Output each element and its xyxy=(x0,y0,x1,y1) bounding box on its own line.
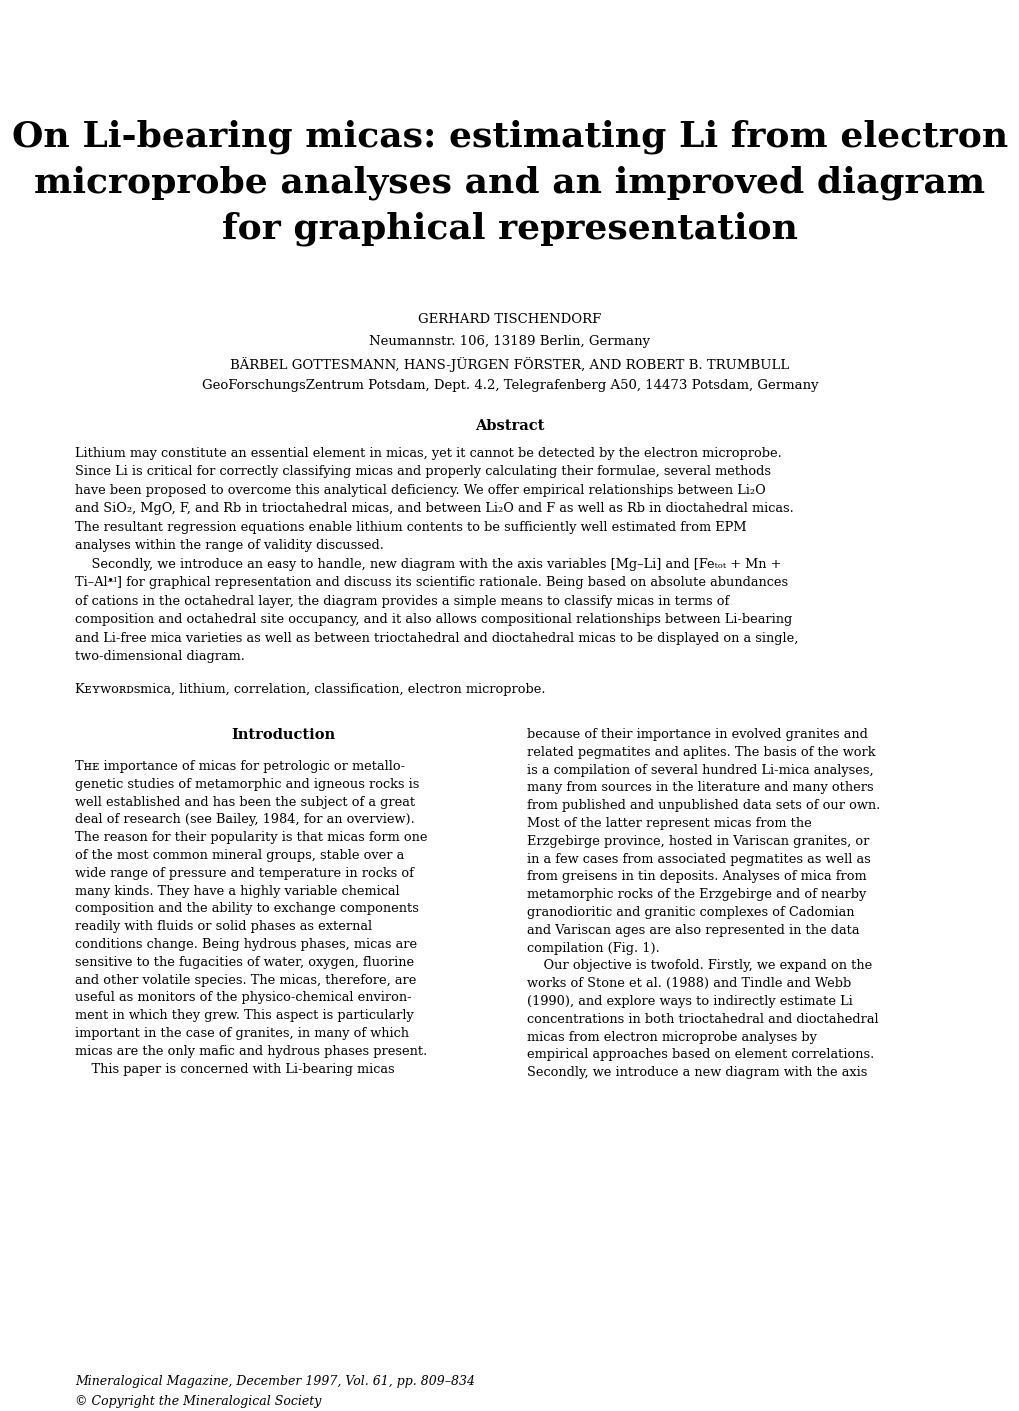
Text: micas are the only mafic and hydrous phases present.: micas are the only mafic and hydrous pha… xyxy=(75,1044,427,1058)
Text: mica, lithium, correlation, classification, electron microprobe.: mica, lithium, correlation, classificati… xyxy=(140,683,545,696)
Text: Secondly, we introduce an easy to handle, new diagram with the axis variables [M: Secondly, we introduce an easy to handle… xyxy=(75,557,781,571)
Text: empirical approaches based on element correlations.: empirical approaches based on element co… xyxy=(527,1048,874,1061)
Text: of cations in the octahedral layer, the diagram provides a simple means to class: of cations in the octahedral layer, the … xyxy=(75,595,729,608)
Text: metamorphic rocks of the Erzgebirge and of nearby: metamorphic rocks of the Erzgebirge and … xyxy=(527,888,866,902)
Text: Tʜᴇ importance of micas for petrologic or metallo-: Tʜᴇ importance of micas for petrologic o… xyxy=(75,761,405,773)
Text: composition and the ability to exchange components: composition and the ability to exchange … xyxy=(75,903,419,916)
Text: from published and unpublished data sets of our own.: from published and unpublished data sets… xyxy=(527,799,879,813)
Text: important in the case of granites, in many of which: important in the case of granites, in ma… xyxy=(75,1027,409,1040)
Text: Since Li is critical for correctly classifying micas and properly calculating th: Since Li is critical for correctly class… xyxy=(75,466,770,478)
Text: wide range of pressure and temperature in rocks of: wide range of pressure and temperature i… xyxy=(75,866,414,880)
Text: related pegmatites and aplites. The basis of the work: related pegmatites and aplites. The basi… xyxy=(527,746,875,759)
Text: micas from electron microprobe analyses by: micas from electron microprobe analyses … xyxy=(527,1030,816,1044)
Text: and Variscan ages are also represented in the data: and Variscan ages are also represented i… xyxy=(527,924,859,937)
Text: analyses within the range of validity discussed.: analyses within the range of validity di… xyxy=(75,539,383,553)
Text: microprobe analyses and an improved diagram: microprobe analyses and an improved diag… xyxy=(35,166,984,200)
Text: for graphical representation: for graphical representation xyxy=(222,212,797,247)
Text: useful as monitors of the physico-chemical environ-: useful as monitors of the physico-chemic… xyxy=(75,992,412,1005)
Text: GERHARD TISCHENDORF: GERHARD TISCHENDORF xyxy=(418,313,601,326)
Text: compilation (Fig. 1).: compilation (Fig. 1). xyxy=(527,941,659,955)
Text: and other volatile species. The micas, therefore, are: and other volatile species. The micas, t… xyxy=(75,974,416,986)
Text: The reason for their popularity is that micas form one: The reason for their popularity is that … xyxy=(75,831,427,844)
Text: concentrations in both trioctahedral and dioctahedral: concentrations in both trioctahedral and… xyxy=(527,1013,878,1026)
Text: is a compilation of several hundred Li-mica analyses,: is a compilation of several hundred Li-m… xyxy=(527,763,873,776)
Text: The resultant regression equations enable lithium contents to be sufficiently we: The resultant regression equations enabl… xyxy=(75,521,746,533)
Text: Our objective is twofold. Firstly, we expand on the: Our objective is twofold. Firstly, we ex… xyxy=(527,959,872,972)
Text: ment in which they grew. This aspect is particularly: ment in which they grew. This aspect is … xyxy=(75,1009,414,1022)
Text: Mineralogical Magazine, December 1997, Vol. 61, pp. 809–834: Mineralogical Magazine, December 1997, V… xyxy=(75,1374,475,1388)
Text: two-dimensional diagram.: two-dimensional diagram. xyxy=(75,650,245,663)
Text: and SiO₂, MgO, F, and Rb in trioctahedral micas, and between Li₂O and F as well : and SiO₂, MgO, F, and Rb in trioctahedra… xyxy=(75,502,793,515)
Text: Ti–Alᵜᴵ] for graphical representation and discuss its scientific rationale. Bein: Ti–Alᵜᴵ] for graphical representation an… xyxy=(75,577,788,590)
Text: from greisens in tin deposits. Analyses of mica from: from greisens in tin deposits. Analyses … xyxy=(527,871,866,883)
Text: BÄRBEL GOTTESMANN, HANS-JÜRGEN FÖRSTER, AND ROBERT B. TRUMBULL: BÄRBEL GOTTESMANN, HANS-JÜRGEN FÖRSTER, … xyxy=(230,357,789,373)
Text: Introduction: Introduction xyxy=(231,728,335,742)
Text: readily with fluids or solid phases as external: readily with fluids or solid phases as e… xyxy=(75,920,372,933)
Text: genetic studies of metamorphic and igneous rocks is: genetic studies of metamorphic and igneo… xyxy=(75,777,419,790)
Text: Lithium may constitute an essential element in micas, yet it cannot be detected : Lithium may constitute an essential elem… xyxy=(75,447,781,460)
Text: GeoForschungsZentrum Potsdam, Dept. 4.2, Telegrafenberg A50, 14473 Potsdam, Germ: GeoForschungsZentrum Potsdam, Dept. 4.2,… xyxy=(202,380,817,392)
Text: have been proposed to overcome this analytical deficiency. We offer empirical re: have been proposed to overcome this anal… xyxy=(75,484,765,497)
Text: Most of the latter represent micas from the: Most of the latter represent micas from … xyxy=(527,817,811,830)
Text: and Li-free mica varieties as well as between trioctahedral and dioctahedral mic: and Li-free mica varieties as well as be… xyxy=(75,632,798,645)
Text: © Copyright the Mineralogical Society: © Copyright the Mineralogical Society xyxy=(75,1395,321,1408)
Text: sensitive to the fugacities of water, oxygen, fluorine: sensitive to the fugacities of water, ox… xyxy=(75,955,414,969)
Text: deal of research (see Bailey, 1984, for an overview).: deal of research (see Bailey, 1984, for … xyxy=(75,813,415,827)
Text: many from sources in the literature and many others: many from sources in the literature and … xyxy=(527,782,873,794)
Text: Neumannstr. 106, 13189 Berlin, Germany: Neumannstr. 106, 13189 Berlin, Germany xyxy=(369,334,650,349)
Text: Secondly, we introduce a new diagram with the axis: Secondly, we introduce a new diagram wit… xyxy=(527,1067,867,1079)
Text: Abstract: Abstract xyxy=(475,419,544,433)
Text: granodioritic and granitic complexes of Cadomian: granodioritic and granitic complexes of … xyxy=(527,906,854,919)
Text: conditions change. Being hydrous phases, micas are: conditions change. Being hydrous phases,… xyxy=(75,938,417,951)
Text: Erzgebirge province, hosted in Variscan granites, or: Erzgebirge province, hosted in Variscan … xyxy=(527,835,869,848)
Text: in a few cases from associated pegmatites as well as: in a few cases from associated pegmatite… xyxy=(527,852,870,865)
Text: because of their importance in evolved granites and: because of their importance in evolved g… xyxy=(527,728,867,741)
Text: well established and has been the subject of a great: well established and has been the subjec… xyxy=(75,796,415,809)
Text: works of Stone et al. (1988) and Tindle and Webb: works of Stone et al. (1988) and Tindle … xyxy=(527,978,851,991)
Text: composition and octahedral site occupancy, and it also allows compositional rela: composition and octahedral site occupanc… xyxy=(75,614,792,626)
Text: many kinds. They have a highly variable chemical: many kinds. They have a highly variable … xyxy=(75,885,399,897)
Text: On Li-bearing micas: estimating Li from electron: On Li-bearing micas: estimating Li from … xyxy=(12,120,1007,154)
Text: of the most common mineral groups, stable over a: of the most common mineral groups, stabl… xyxy=(75,849,404,862)
Text: Kᴇʏᴡᴏʀᴅs:: Kᴇʏᴡᴏʀᴅs: xyxy=(75,683,149,696)
Text: (1990), and explore ways to indirectly estimate Li: (1990), and explore ways to indirectly e… xyxy=(527,995,853,1007)
Text: This paper is concerned with Li-bearing micas: This paper is concerned with Li-bearing … xyxy=(75,1062,394,1075)
